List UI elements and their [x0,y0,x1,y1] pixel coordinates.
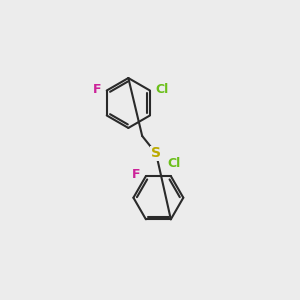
Text: F: F [92,83,101,96]
Text: Cl: Cl [168,157,181,170]
Text: S: S [151,146,161,160]
Text: Cl: Cl [156,83,169,96]
Text: F: F [132,168,140,181]
